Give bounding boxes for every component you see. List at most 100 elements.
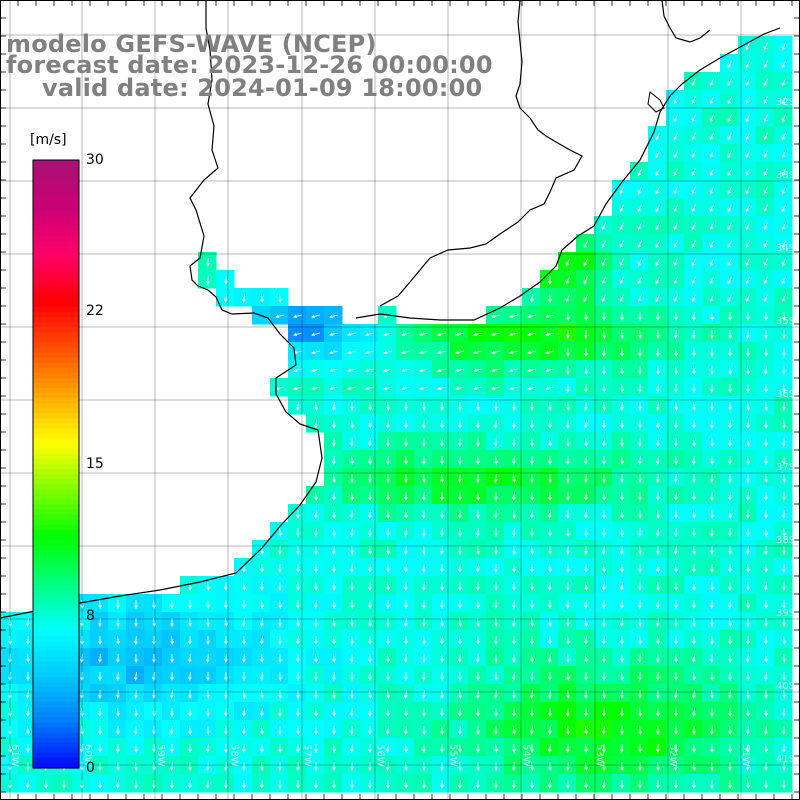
wind-arrow [494,563,498,573]
field-cell [324,468,343,487]
wind-arrow [475,527,480,537]
field-cell [612,324,631,343]
field-cell [774,90,793,109]
colorbar-segment [33,433,79,440]
field-cell [576,576,595,595]
field-cell [324,360,343,379]
field-cell [306,738,325,757]
wind-arrow [584,509,588,519]
wind-arrow [566,545,570,555]
field-cell [216,288,235,307]
wind-arrow [746,563,750,573]
wind-arrow [674,599,678,609]
field-cell [252,594,271,613]
colorbar-segment [33,762,79,769]
wind-arrow [620,347,624,357]
field-cell [342,522,361,541]
field-cell [504,612,523,631]
wind-arrow [620,780,624,789]
field-cell [270,666,289,685]
wind-arrow [692,311,696,321]
wind-arrow [764,689,768,699]
field-cell [414,360,433,379]
wind-arrow [206,707,210,717]
wind-arrow [350,725,354,735]
wind-arrow [421,689,426,699]
field-cell [324,432,343,451]
wind-arrow [710,671,714,681]
wind-arrow [601,725,606,735]
field-cell [522,486,541,505]
field-cell [234,720,253,739]
field-cell [756,450,775,469]
colorbar-segment [33,570,79,577]
field-cell [234,630,253,649]
colorbar-segment [33,681,79,688]
field-cell [666,216,685,235]
colorbar-segment [33,752,79,759]
field-cell [324,306,343,325]
colorbar-segment [33,727,79,734]
field-cell [630,684,649,703]
wind-arrow [656,365,660,375]
field-cell [720,180,739,199]
wind-arrow [278,545,282,555]
wind-arrow [548,563,553,573]
wind-arrow [419,332,429,337]
wind-arrow [763,240,769,249]
wind-arrow [691,222,697,231]
wind-arrow [511,491,516,501]
field-cell [198,720,217,739]
wind-arrow [566,599,570,609]
field-cell [756,54,775,73]
wind-arrow [440,725,444,735]
wind-arrow [710,527,714,537]
field-cell [576,684,595,703]
lat-label: 32S [776,97,795,108]
field-cell [414,324,433,343]
wind-arrow [223,761,228,771]
wind-arrow [674,527,678,537]
field-cell [504,450,523,469]
field-cell [126,648,145,667]
colorbar-segment [33,479,79,485]
field-cell [450,684,469,703]
wind-arrow [638,509,642,519]
field-cell [648,738,667,757]
wind-arrow [242,672,246,681]
wind-arrow [365,368,375,373]
field-cell [306,504,325,523]
field-cell [594,684,613,703]
field-cell [486,720,505,739]
wind-arrow [763,132,769,141]
wind-arrow [494,743,499,753]
colorbar-tick-0: 0 [86,760,95,776]
wind-arrow [548,617,552,627]
field-cell [630,360,649,379]
wind-arrow [350,672,354,681]
colorbar-segment [33,165,79,171]
field-cell [594,540,613,559]
field-cell [648,540,667,559]
wind-arrow [314,563,318,573]
wind-arrow [368,762,372,771]
wind-arrow [638,365,642,375]
wind-arrow [347,350,357,355]
wind-arrow [134,618,138,627]
wind-arrow [404,707,409,717]
field-cell [342,774,361,793]
field-cell [576,324,595,343]
field-cell [270,522,289,541]
wind-arrow [458,420,462,429]
wind-arrow [692,474,696,483]
wind-arrow [674,437,678,447]
colorbar-segment [33,408,79,414]
field-cell [774,108,793,127]
wind-arrow [674,311,678,321]
wind-arrow [332,599,337,609]
wind-arrow [745,240,751,249]
field-cell [504,684,523,703]
field-cell [342,414,361,433]
wind-arrow [548,455,552,465]
field-cell [486,414,505,433]
